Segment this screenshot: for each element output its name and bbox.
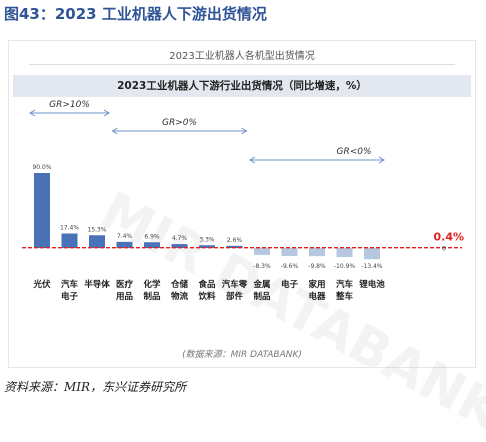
- value-label-4: 7.4%: [117, 233, 133, 240]
- value-label-8: 2.6%: [227, 237, 243, 244]
- bar-7: [199, 245, 215, 248]
- bar-6: [171, 244, 188, 248]
- bar-1: [34, 173, 50, 248]
- source-note: 资料来源：MIR，东兴证券研究所: [4, 380, 187, 394]
- bar-13: [364, 248, 380, 260]
- card-title: 2023工业机器人各机型出货情况: [169, 51, 315, 62]
- value-label-2: 17.4%: [60, 225, 79, 232]
- group-arrow-right-head-2: [241, 127, 248, 135]
- group-arrow-left-head-1: [29, 109, 36, 117]
- card-separator: [29, 64, 455, 65]
- category-label-7: 食品饮料: [197, 279, 216, 302]
- value-label-13: -13.4%: [361, 263, 383, 270]
- bar-11: [309, 248, 325, 257]
- bar-12: [336, 248, 353, 258]
- bar-10: [281, 248, 298, 256]
- value-label-9: -8.3%: [253, 263, 271, 270]
- category-label-3: 半导体: [84, 279, 110, 290]
- category-label-10: 电子: [281, 279, 299, 290]
- value-label-7: 3.3%: [199, 236, 215, 243]
- chart-card: 2023工业机器人各机型出货情况 2023工业机器人下游行业出货情况（同比增速，…: [8, 40, 486, 442]
- value-label-12: -10.9%: [334, 263, 356, 270]
- group-arrow-right-head-1: [103, 109, 110, 117]
- group-label-2: GR>0%: [162, 118, 197, 128]
- value-label-10: -9.6%: [281, 263, 299, 270]
- group-arrow-left-head-3: [249, 156, 256, 164]
- category-label-6: 仓储物流: [170, 279, 189, 302]
- bar-9: [254, 248, 270, 255]
- reference-line-label: 0.4%: [433, 231, 464, 244]
- category-label-11: 家用电器: [308, 279, 326, 302]
- value-label-5: 6.9%: [144, 233, 160, 240]
- figure-title: 图43：2023 工业机器人下游出货情况: [4, 5, 267, 23]
- group-label-3: GR<0%: [336, 147, 371, 157]
- value-label-3: 15.3%: [87, 226, 106, 233]
- chart-title: 2023工业机器人下游行业出货情况（同比增速，%）: [13, 75, 471, 97]
- category-label-13: 锂电池: [359, 279, 385, 290]
- group-arrow-right-head-3: [378, 156, 385, 164]
- category-label-12: 汽车整车: [336, 279, 354, 302]
- bar-8: [226, 245, 243, 248]
- bar-5: [144, 242, 160, 248]
- bar-3: [89, 235, 105, 248]
- category-label-1: 光伏: [32, 279, 51, 290]
- category-label-8: 汽车零部件: [222, 279, 248, 302]
- bar-chart: 90.0% 17.4% 15.3% 7.4% 6.9% 4.7% 3.3% 2.6% -8.3%…: [22, 100, 464, 302]
- category-label-2: 汽车电子: [61, 279, 79, 302]
- category-label-4: 医疗用品: [115, 279, 134, 302]
- category-label-9: 金属制品: [252, 279, 271, 302]
- bar-2: [61, 233, 78, 248]
- inner-source: (数据来源：MIR DATABANK): [182, 350, 302, 360]
- value-label-1: 90.0%: [32, 164, 51, 171]
- value-label-11: -9.8%: [308, 263, 326, 270]
- value-label-6: 4.7%: [172, 235, 188, 242]
- category-label-5: 化学制品: [143, 279, 161, 302]
- bar-4: [116, 241, 133, 248]
- group-arrow-left-head-2: [111, 127, 118, 135]
- group-label-1: GR>10%: [49, 100, 90, 110]
- reference-zero-label: 0: [442, 246, 446, 253]
